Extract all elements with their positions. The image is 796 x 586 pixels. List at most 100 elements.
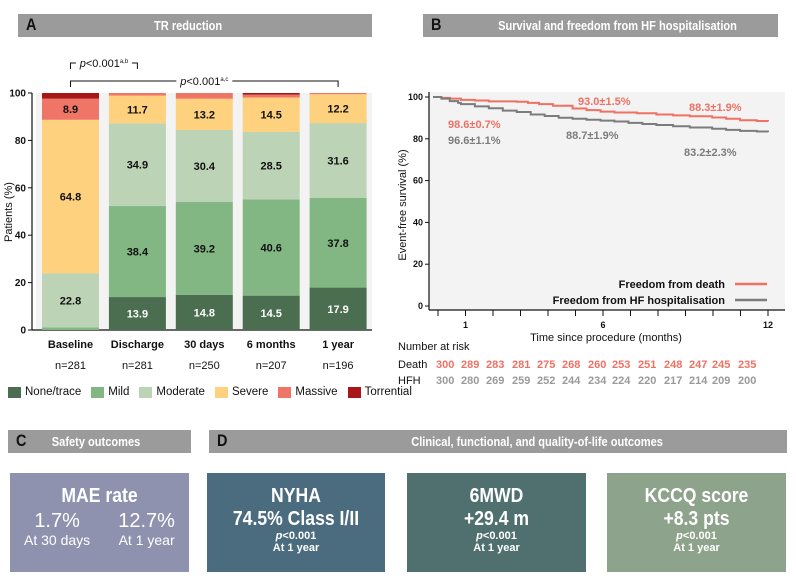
panel-b-title: Survival and freedom from HF hospitalisa…	[498, 18, 737, 33]
bar-segment-massive	[309, 93, 367, 95]
bar-discharge: 13.9 38.4 34.9 11.7	[108, 93, 166, 330]
risk-row-label: Death	[398, 359, 427, 371]
data-label: 64.8	[60, 192, 81, 204]
panel-a-title: TR reduction	[154, 18, 223, 33]
km-annotation: 93.0±1.5%	[578, 96, 631, 108]
n-label: n=207	[256, 360, 287, 372]
risk-value: 214	[689, 375, 708, 387]
km-annotation: 88.3±1.9%	[689, 102, 742, 114]
data-label: 22.8	[60, 295, 81, 307]
risk-value: 251	[638, 359, 656, 371]
legend-item-mild: Mild	[91, 386, 129, 398]
bar-segment-torrential	[42, 93, 99, 99]
n-label: n=281	[55, 360, 86, 372]
risk-value: 269	[486, 375, 504, 387]
6mwd-value: +29.4 m	[463, 508, 530, 530]
risk-value: 260	[588, 359, 606, 371]
nyha-card: NYHA 74.5% Class I/II p<0.001 At 1 year	[207, 473, 385, 572]
panel-b-letter: B	[431, 15, 442, 34]
bar-segment-none-trace	[309, 287, 367, 330]
data-label: 40.6	[260, 243, 281, 255]
x-axis-label-b: Time since procedure (months)	[530, 332, 682, 344]
legend-swatch	[91, 386, 105, 398]
data-label: 37.8	[327, 238, 348, 250]
risk-value: 300	[436, 359, 454, 371]
risk-value: 252	[537, 375, 555, 387]
legend-item-moderate: Moderate	[139, 386, 205, 398]
legend-item-torrential: Torrential	[347, 386, 412, 398]
y-tick-label: 60	[413, 176, 423, 186]
y-tick-label: 20	[15, 278, 27, 289]
risk-value: 300	[436, 375, 454, 387]
nyha-timepoint: At 1 year	[272, 542, 320, 554]
nyha-p-value: p<0.001	[275, 530, 317, 542]
bar-segment-severe	[108, 95, 166, 124]
bar-segment-mild	[242, 199, 300, 296]
6mwd-card: 6MWD +29.4 m p<0.001 At 1 year	[407, 473, 586, 572]
data-label: 14.8	[194, 307, 215, 319]
mae-30-days: 1.7% At 30 days	[24, 510, 90, 548]
legend-item-freedom-from-death: Freedom from death	[619, 279, 767, 291]
risk-value: 259	[512, 375, 530, 387]
data-label: 30.4	[194, 161, 216, 173]
mae-1-year-value: 12.7%	[118, 510, 175, 532]
bar-segment-mild	[42, 327, 99, 330]
km-line-freedom-from-death	[433, 96, 769, 123]
risk-value: 235	[738, 359, 756, 371]
x-tick-label: 6	[600, 320, 605, 330]
y-tick-label: 60	[15, 183, 27, 194]
data-label: 8.9	[63, 104, 78, 116]
risk-value: 224	[612, 375, 631, 387]
risk-value: 253	[612, 359, 630, 371]
risk-value: 247	[689, 359, 707, 371]
bar-segment-moderate	[108, 123, 166, 207]
x-tick-label: 12	[763, 320, 773, 330]
panel-c-letter: C	[16, 431, 27, 450]
y-axis-label-b: Event-free survival (%)	[397, 149, 409, 260]
data-label: 39.2	[194, 243, 215, 255]
bar-segment-moderate	[309, 123, 367, 198]
legend-item-none-trace: None/trace	[8, 386, 81, 398]
km-annotation: 98.6±0.7%	[448, 119, 501, 131]
tr-reduction-chart: Patients (%) 0 20 40 60 80 100 22.8 64.8 8.9 13.…	[3, 56, 372, 372]
bar-segment-severe	[242, 97, 300, 132]
data-label: 31.6	[327, 156, 348, 168]
data-label: 34.9	[127, 160, 148, 172]
y-tick-label: 20	[413, 259, 423, 269]
x-tick-label: Baseline	[48, 339, 93, 351]
x-tick-label: 1	[463, 320, 468, 330]
risk-value: 217	[664, 375, 682, 387]
bar-segment-mild	[309, 197, 367, 288]
panel-c-header: C Safety outcomes	[8, 430, 191, 453]
panel-d-header: D Clinical, functional, and quality-of-l…	[209, 430, 787, 453]
bar-30-days: 14.8 39.2 30.4 13.2	[175, 93, 233, 330]
x-tick-label: Discharge	[111, 339, 164, 351]
mae-30-days-value: 1.7%	[34, 510, 80, 532]
data-label: 38.4	[127, 247, 149, 259]
bar-segment-massive	[175, 93, 233, 99]
risk-value: 244	[562, 375, 581, 387]
bar-segment-severe	[309, 94, 367, 124]
legend-label: Mild	[108, 386, 130, 398]
y-tick-label: 0	[418, 301, 423, 311]
mae-1-year: 12.7% At 1 year	[118, 510, 175, 548]
bar-segment-massive	[108, 93, 166, 96]
bar-segment-severe	[42, 119, 99, 274]
bar-segment-none-trace	[108, 297, 166, 330]
panel-d-letter: D	[217, 431, 228, 450]
p-value-label: p<0.001a,b	[79, 58, 129, 70]
kccq-title: KCCQ score	[644, 485, 749, 507]
6mwd-p-value: p<0.001	[476, 530, 517, 542]
bar-1-year: 17.9 37.8 31.6 12.2	[309, 93, 367, 330]
x-tick-label: 30 days	[184, 339, 224, 351]
risk-value: 209	[712, 375, 730, 387]
risk-value: 268	[562, 359, 580, 371]
risk-value: 234	[588, 375, 607, 387]
y-tick-label: 80	[15, 136, 27, 147]
panel-b-header: B Survival and freedom from HF hospitali…	[423, 14, 778, 37]
bar-segment-none-trace	[242, 295, 300, 330]
bar-segment-moderate	[175, 129, 233, 203]
p-value-bracket: p<0.001a,c	[70, 74, 339, 88]
bar-segment-moderate	[242, 131, 300, 200]
data-label: 14.5	[260, 110, 281, 122]
